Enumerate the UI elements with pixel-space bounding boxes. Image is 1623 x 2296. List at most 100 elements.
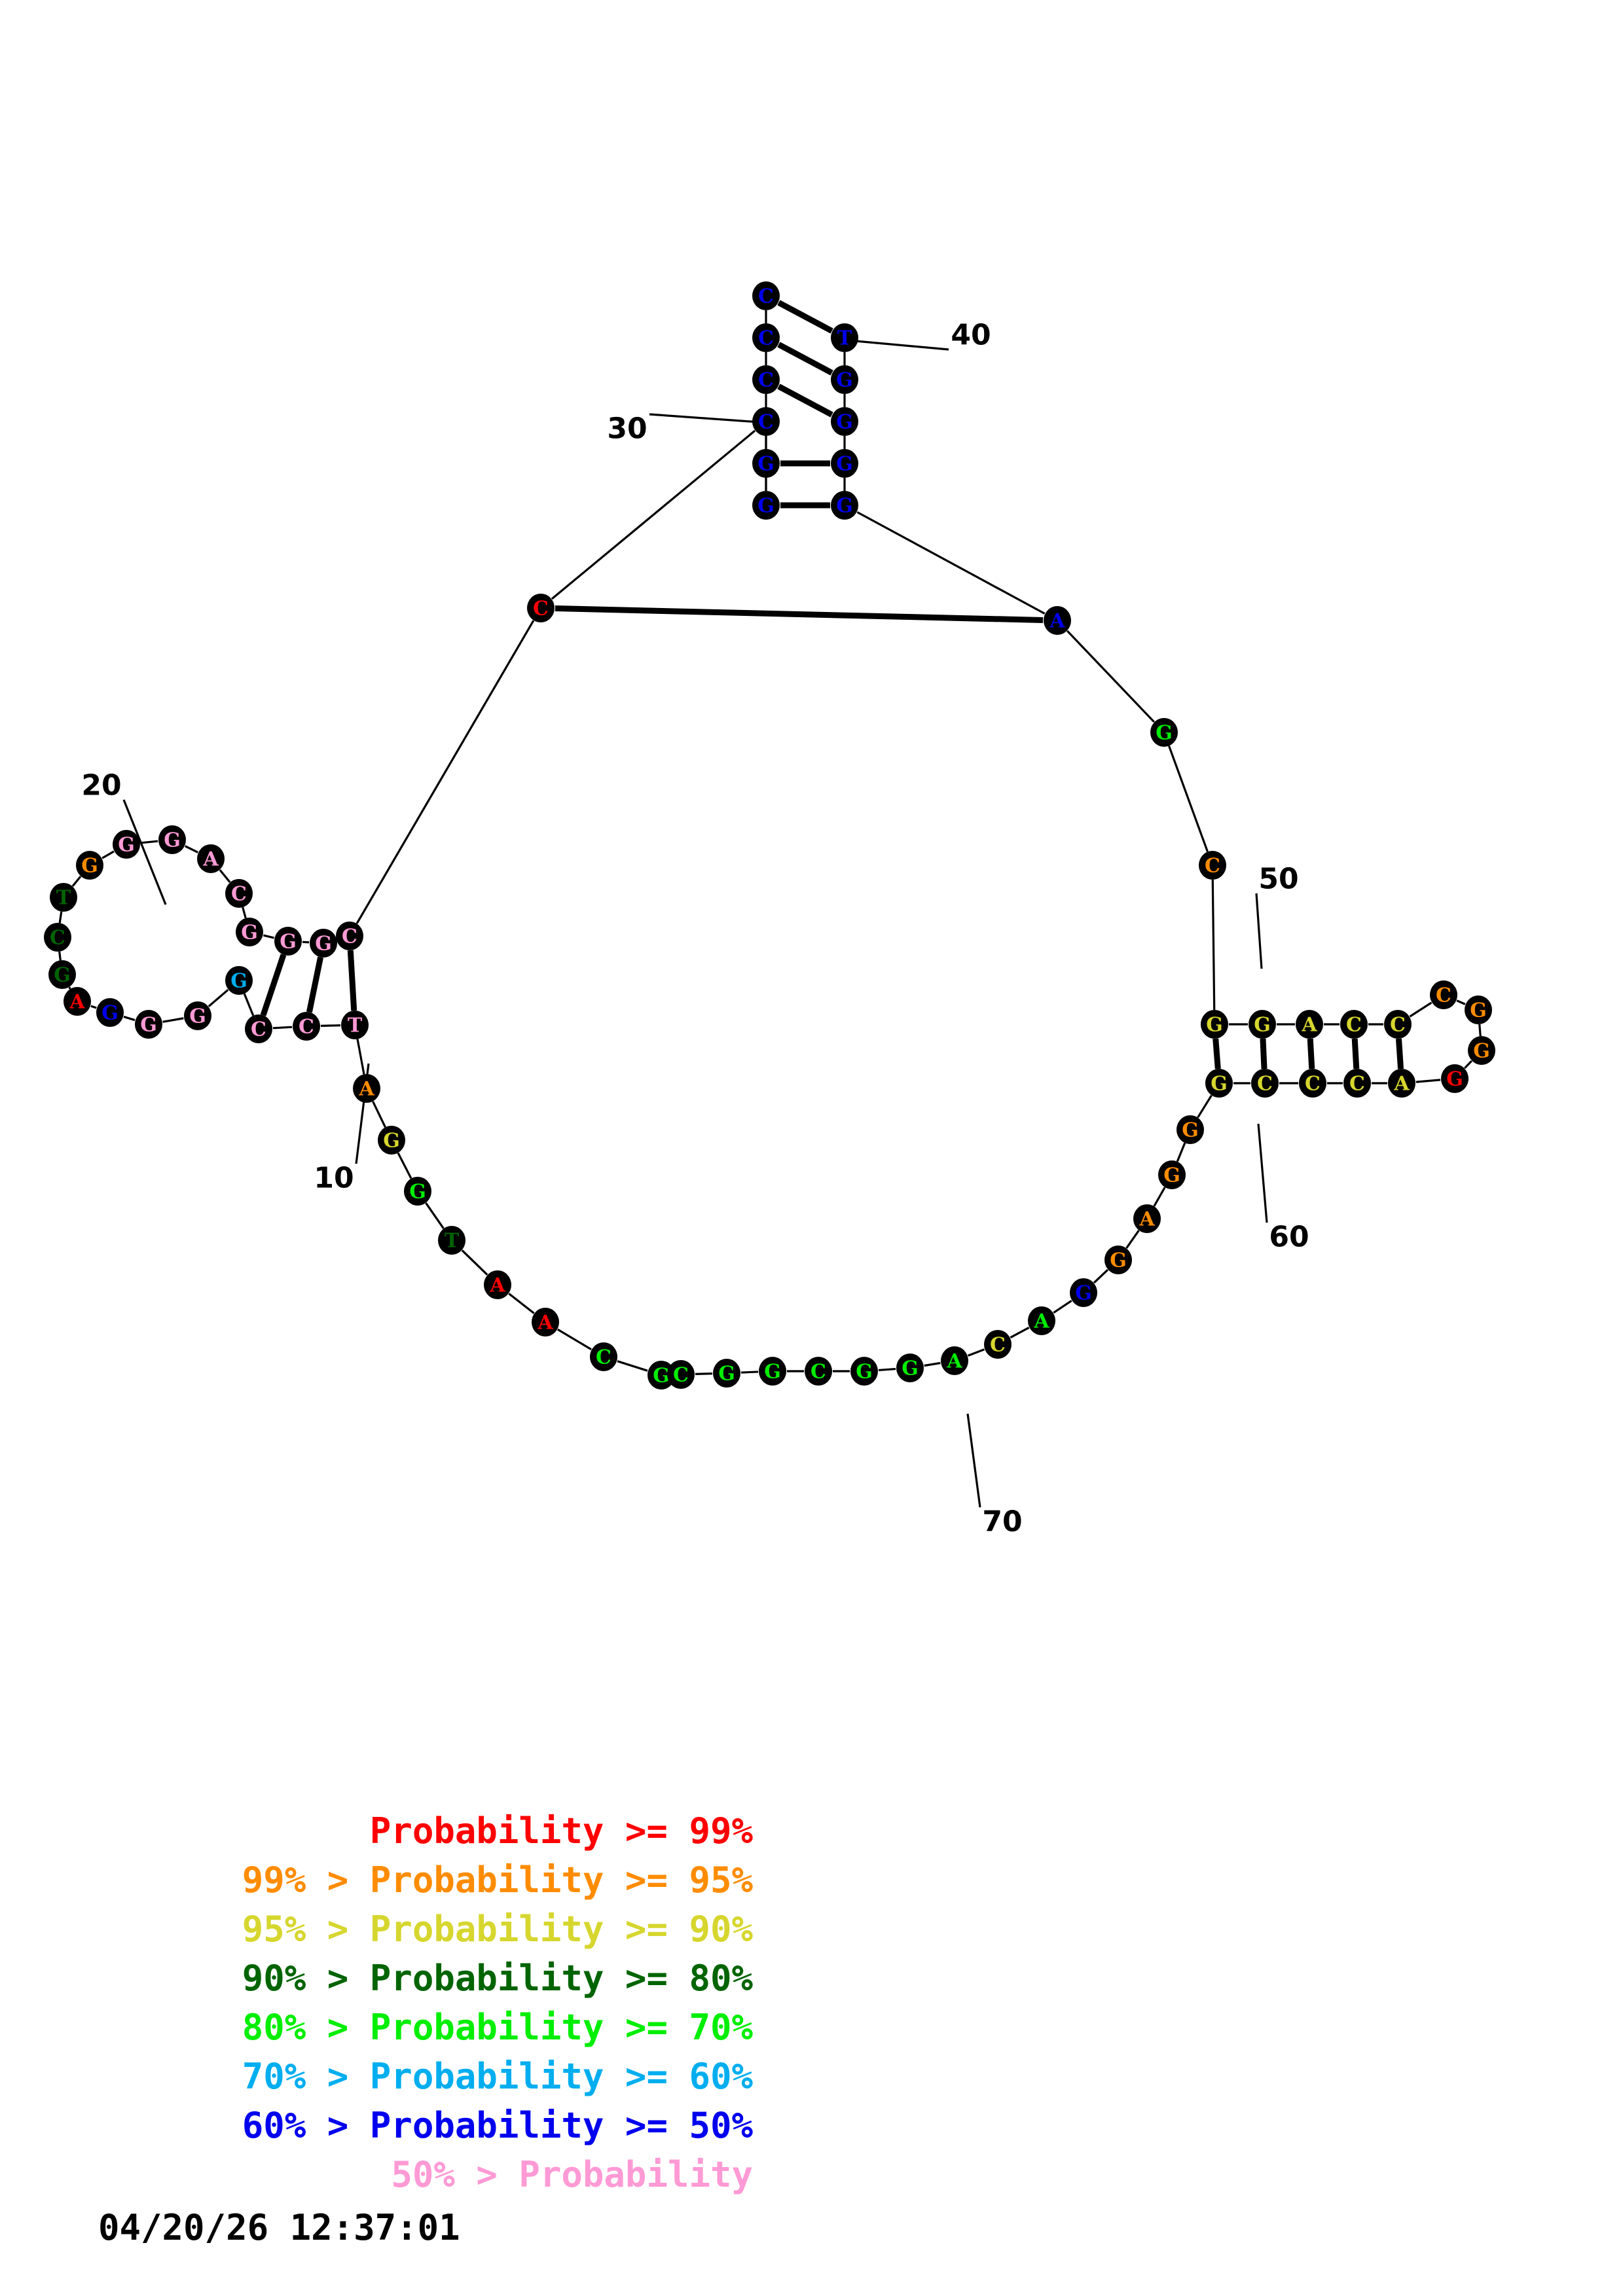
- base-node-47[interactable]: C: [1340, 1010, 1368, 1039]
- base-node-64[interactable]: C: [984, 1330, 1012, 1359]
- base-node-46[interactable]: A: [1296, 1010, 1323, 1039]
- base-node-15[interactable]: G: [96, 998, 124, 1027]
- base-node-6[interactable]: G: [404, 1177, 431, 1206]
- base-node-20[interactable]: G: [76, 851, 103, 880]
- base-node-25[interactable]: G: [236, 918, 263, 946]
- base-circle: [1340, 1010, 1368, 1039]
- base-node-4[interactable]: A: [484, 1270, 511, 1299]
- base-node-66[interactable]: G: [896, 1354, 924, 1382]
- base-node-57[interactable]: G: [1205, 1069, 1233, 1098]
- base-letter: C: [758, 369, 774, 392]
- backbone-segment: [1197, 1094, 1213, 1119]
- backbone-segment: [461, 1249, 488, 1276]
- base-circle: [713, 1359, 740, 1388]
- base-node-19[interactable]: T: [50, 883, 77, 912]
- base-letter: C: [1390, 1014, 1406, 1037]
- base-node-61[interactable]: G: [1104, 1246, 1132, 1274]
- base-node-13[interactable]: G: [184, 1001, 211, 1030]
- base-circle: [1104, 1246, 1132, 1274]
- base-node-62[interactable]: G: [1070, 1278, 1097, 1307]
- base-node-51[interactable]: G: [1468, 1036, 1495, 1065]
- base-node-30[interactable]: C: [752, 407, 780, 436]
- base-node-45[interactable]: G: [1249, 1010, 1276, 1039]
- base-node-43[interactable]: C: [1199, 851, 1226, 880]
- base-node-5[interactable]: T: [438, 1226, 465, 1255]
- base-node-26[interactable]: G: [274, 927, 302, 956]
- position-label-70: 70: [982, 1505, 1022, 1539]
- base-node-48[interactable]: C: [1384, 1010, 1412, 1039]
- base-node-12[interactable]: G: [225, 966, 253, 995]
- base-letter: C: [1436, 984, 1451, 1007]
- base-node-7[interactable]: G: [378, 1126, 405, 1155]
- base-node-59[interactable]: G: [1158, 1160, 1186, 1189]
- base-node-58[interactable]: G: [1176, 1115, 1204, 1144]
- base-node-1[interactable]: G: [647, 1361, 675, 1390]
- base-circle: [404, 1177, 431, 1206]
- base-node-56[interactable]: C: [1251, 1069, 1279, 1098]
- base-node-17[interactable]: G: [48, 960, 76, 989]
- base-node-42[interactable]: G: [1150, 718, 1178, 747]
- base-node-22[interactable]: G: [158, 825, 186, 854]
- base-node-41[interactable]: A: [1044, 606, 1071, 635]
- base-letter: A: [1033, 1310, 1049, 1333]
- base-node-33[interactable]: C: [752, 365, 780, 394]
- base-circle: [1343, 1069, 1371, 1098]
- base-node-50[interactable]: G: [1465, 996, 1492, 1024]
- base-node-55[interactable]: C: [1299, 1069, 1326, 1098]
- base-circle: [341, 1011, 369, 1039]
- base-node-29[interactable]: C: [527, 594, 555, 622]
- base-node-36[interactable]: T: [831, 323, 858, 352]
- position-label-60: 60: [1269, 1221, 1309, 1254]
- base-node-2[interactable]: C: [590, 1342, 617, 1371]
- base-node-34[interactable]: C: [752, 323, 780, 352]
- base-node-49[interactable]: C: [1430, 980, 1457, 1009]
- base-circle: [1249, 1010, 1276, 1039]
- base-node-14[interactable]: G: [135, 1010, 162, 1039]
- base-node-3[interactable]: A: [532, 1308, 559, 1336]
- base-node-9[interactable]: T: [341, 1011, 369, 1039]
- base-node-21[interactable]: G: [113, 830, 140, 859]
- base-node-38[interactable]: G: [831, 407, 858, 436]
- base-node-53[interactable]: A: [1388, 1069, 1415, 1098]
- base-node-69[interactable]: G: [759, 1357, 786, 1386]
- base-node-16[interactable]: A: [64, 987, 91, 1016]
- base-node-10[interactable]: C: [293, 1012, 320, 1041]
- base-circle: [197, 844, 225, 873]
- base-node-28[interactable]: C: [336, 922, 363, 950]
- base-node-68[interactable]: C: [805, 1357, 832, 1386]
- base-node-35[interactable]: C: [752, 281, 780, 310]
- base-letter: C: [596, 1346, 611, 1369]
- position-leader-70: [966, 1413, 981, 1508]
- base-node-54[interactable]: C: [1343, 1069, 1371, 1098]
- base-node-63[interactable]: A: [1028, 1306, 1055, 1335]
- base-pair: [777, 384, 833, 418]
- base-node-24[interactable]: C: [225, 879, 253, 908]
- base-node-52[interactable]: G: [1441, 1064, 1468, 1093]
- base-node-37[interactable]: G: [831, 365, 858, 394]
- base-letter: G: [409, 1181, 426, 1204]
- backbone-segment: [617, 1360, 648, 1372]
- base-pair: [1351, 1038, 1360, 1069]
- legend-row-3: 90% > Probability >= 80%: [242, 1958, 753, 1999]
- base-node-60[interactable]: A: [1133, 1204, 1161, 1233]
- base-node-40[interactable]: G: [831, 491, 858, 520]
- base-node-71[interactable]: C: [667, 1360, 695, 1389]
- base-letter: T: [445, 1230, 460, 1253]
- base-node-18[interactable]: C: [44, 923, 71, 952]
- base-node-32[interactable]: G: [752, 449, 780, 478]
- base-node-8[interactable]: A: [353, 1074, 380, 1103]
- base-node-65[interactable]: A: [941, 1346, 968, 1375]
- backbone-segment: [356, 1039, 365, 1075]
- base-node-44[interactable]: G: [1201, 1010, 1228, 1039]
- base-node-27[interactable]: G: [310, 929, 337, 958]
- base-circle: [1384, 1010, 1412, 1039]
- base-node-67[interactable]: G: [850, 1357, 878, 1386]
- base-node-39[interactable]: G: [831, 449, 858, 478]
- base-node-70[interactable]: G: [713, 1359, 740, 1388]
- base-node-23[interactable]: A: [197, 844, 225, 873]
- backbone-segment: [90, 1005, 97, 1009]
- base-letter: C: [1257, 1073, 1273, 1096]
- base-node-11[interactable]: C: [245, 1014, 272, 1043]
- base-node-31[interactable]: G: [752, 491, 780, 520]
